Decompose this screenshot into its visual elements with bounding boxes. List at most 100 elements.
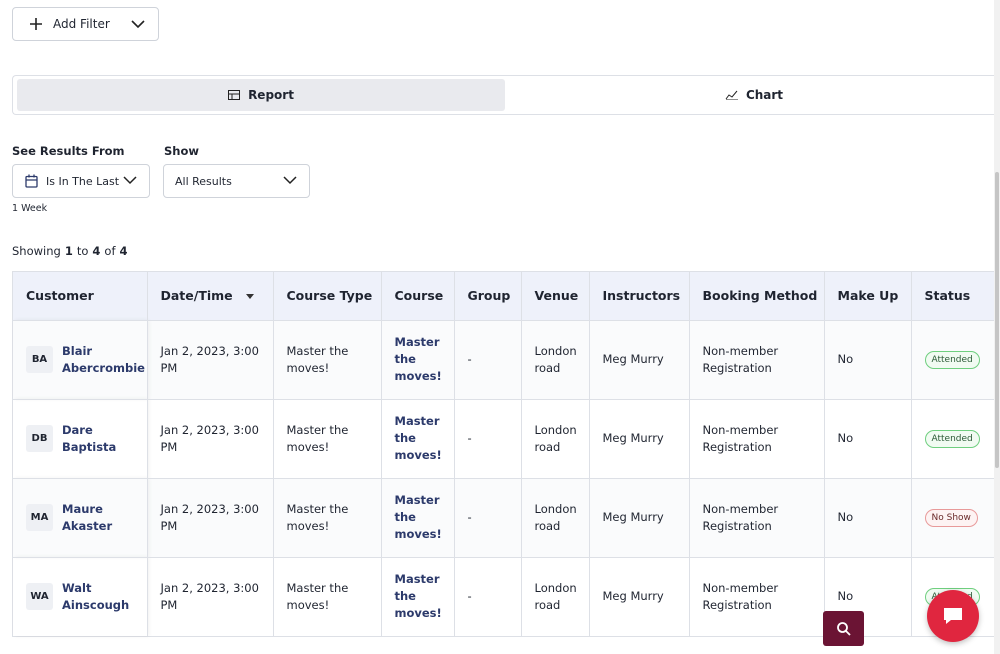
header-row: Customer Date/Time Course Type Course Group V… — [13, 272, 1000, 320]
cell: Master the moves! — [273, 398, 382, 478]
customer: BA Blair Abercrombie — [26, 343, 145, 377]
course-type: Master the moves! — [286, 501, 349, 533]
cell: Master the moves! — [381, 398, 455, 478]
add-filter-label: Add Filter — [53, 17, 110, 31]
column-header: Customer — [13, 272, 148, 320]
header-label: Venue — [534, 288, 579, 304]
cell: Meg Murry — [589, 477, 690, 557]
scroll-thumb[interactable] — [995, 172, 999, 468]
make-up: No — [837, 352, 854, 366]
text: Showing — [12, 244, 61, 258]
venue: London road — [534, 343, 577, 375]
cell: No — [824, 319, 912, 399]
cell: Non-member Registration — [689, 556, 825, 636]
column-header: Date/Time — [147, 272, 274, 320]
report-tab[interactable]: Report — [17, 79, 505, 111]
chart-icon — [725, 90, 738, 100]
status-badge: Attended — [924, 351, 980, 369]
customer-name[interactable]: Dare Baptista — [62, 422, 117, 454]
course: Master the moves! — [394, 572, 442, 621]
customer-name[interactable]: Walt Ainscough — [62, 580, 130, 612]
cell: Jan 2, 2023, 3:00 PM — [147, 398, 274, 478]
group: - — [467, 352, 472, 366]
customer-cell: DB Dare Baptista — [13, 398, 148, 478]
customer: MA Maure Akaster — [26, 501, 134, 535]
header-label: Make Up — [837, 288, 899, 304]
make-up: No — [837, 431, 854, 445]
customer: WA Walt Ainscough — [26, 580, 134, 614]
cell: Jan 2, 2023, 3:00 PM — [147, 477, 274, 557]
group: - — [467, 431, 472, 445]
venue: London road — [534, 580, 577, 612]
number: 4 — [92, 244, 101, 258]
add-filter-button[interactable]: Add Filter — [12, 7, 159, 41]
header-label: Group — [467, 288, 511, 304]
table-row: WA Walt Ainscough Jan 2, 2023, 3:00 PM Mast… — [13, 556, 1000, 636]
booking: Non-member Registration — [702, 501, 779, 533]
cell: No — [824, 477, 912, 557]
period-select[interactable]: Is In The Last — [12, 164, 150, 198]
column-header: Instructors — [589, 272, 690, 320]
column-header: Booking Method — [689, 272, 825, 320]
instructor: Meg Murry — [602, 352, 664, 366]
chart-tab[interactable]: Chart — [505, 79, 1000, 111]
number: 1 — [64, 244, 73, 258]
status-cell: Attended — [911, 398, 1000, 478]
cell: Master the moves! — [381, 477, 455, 557]
results-count: Showing 1 to 4 of 4 — [12, 244, 128, 258]
scrollbar[interactable] — [994, 0, 1000, 654]
course-type: Master the moves! — [286, 343, 349, 375]
chevron-icon — [131, 20, 145, 29]
instructor: Meg Murry — [602, 431, 664, 445]
status-badge: Attended — [924, 430, 980, 448]
header-label: Date/Time — [160, 288, 233, 304]
show-select[interactable]: All Results — [163, 164, 310, 198]
text: to — [76, 244, 89, 258]
cell: London road — [521, 398, 590, 478]
instructor: Meg Murry — [602, 510, 664, 524]
cell: Master the moves! — [273, 477, 382, 557]
text: of — [104, 244, 116, 258]
customer-cell: MA Maure Akaster — [13, 477, 148, 557]
table-row: DB Dare Baptista Jan 2, 2023, 3:00 PM Maste… — [13, 398, 1000, 478]
cell: London road — [521, 477, 590, 557]
cell: Master the moves! — [381, 556, 455, 636]
tab-label: Report — [248, 88, 294, 102]
booking: Non-member Registration — [702, 422, 779, 454]
status-cell: Attended — [911, 319, 1000, 399]
cell: - — [454, 398, 522, 478]
booking: Non-member Registration — [702, 343, 779, 375]
report-table: Customer Date/Time Course Type Course Group V… — [13, 272, 1000, 636]
table-row: MA Maure Akaster Jan 2, 2023, 3:00 PM Maste… — [13, 477, 1000, 557]
table-icon — [228, 90, 241, 100]
select-value: Is In The Last — [46, 174, 120, 188]
header-label: Customer — [26, 288, 94, 304]
cell: Master the moves! — [273, 319, 382, 399]
select-value: All Results — [175, 174, 232, 188]
search-button[interactable] — [823, 611, 864, 646]
avatar: BA — [26, 346, 53, 373]
make-up: No — [837, 589, 854, 604]
status-badge: No Show — [924, 509, 978, 527]
column-header: Make Up — [824, 272, 912, 320]
column-header: Course Type — [273, 272, 382, 320]
avatar: WA — [26, 583, 53, 611]
make-up: No — [837, 510, 854, 524]
customer-name[interactable]: Maure Akaster — [62, 501, 113, 533]
date: Jan 2, 2023, 3:00 PM — [160, 580, 259, 612]
booking: Non-member Registration — [702, 580, 779, 612]
group: - — [467, 510, 472, 524]
customer: DB Dare Baptista — [26, 422, 134, 456]
cell: Meg Murry — [589, 398, 690, 478]
sort-icon[interactable] — [245, 292, 255, 300]
status-cell: No Show — [911, 477, 1000, 557]
cell: Jan 2, 2023, 3:00 PM — [147, 319, 274, 399]
customer-name[interactable]: Blair Abercrombie — [62, 343, 145, 375]
course: Master the moves! — [394, 335, 442, 383]
view-tabs: Report Chart — [12, 75, 1000, 115]
chat-button[interactable] — [927, 590, 979, 642]
avatar: MA — [26, 504, 53, 531]
date: Jan 2, 2023, 3:00 PM — [160, 501, 259, 533]
filter-label: Show — [164, 144, 199, 158]
